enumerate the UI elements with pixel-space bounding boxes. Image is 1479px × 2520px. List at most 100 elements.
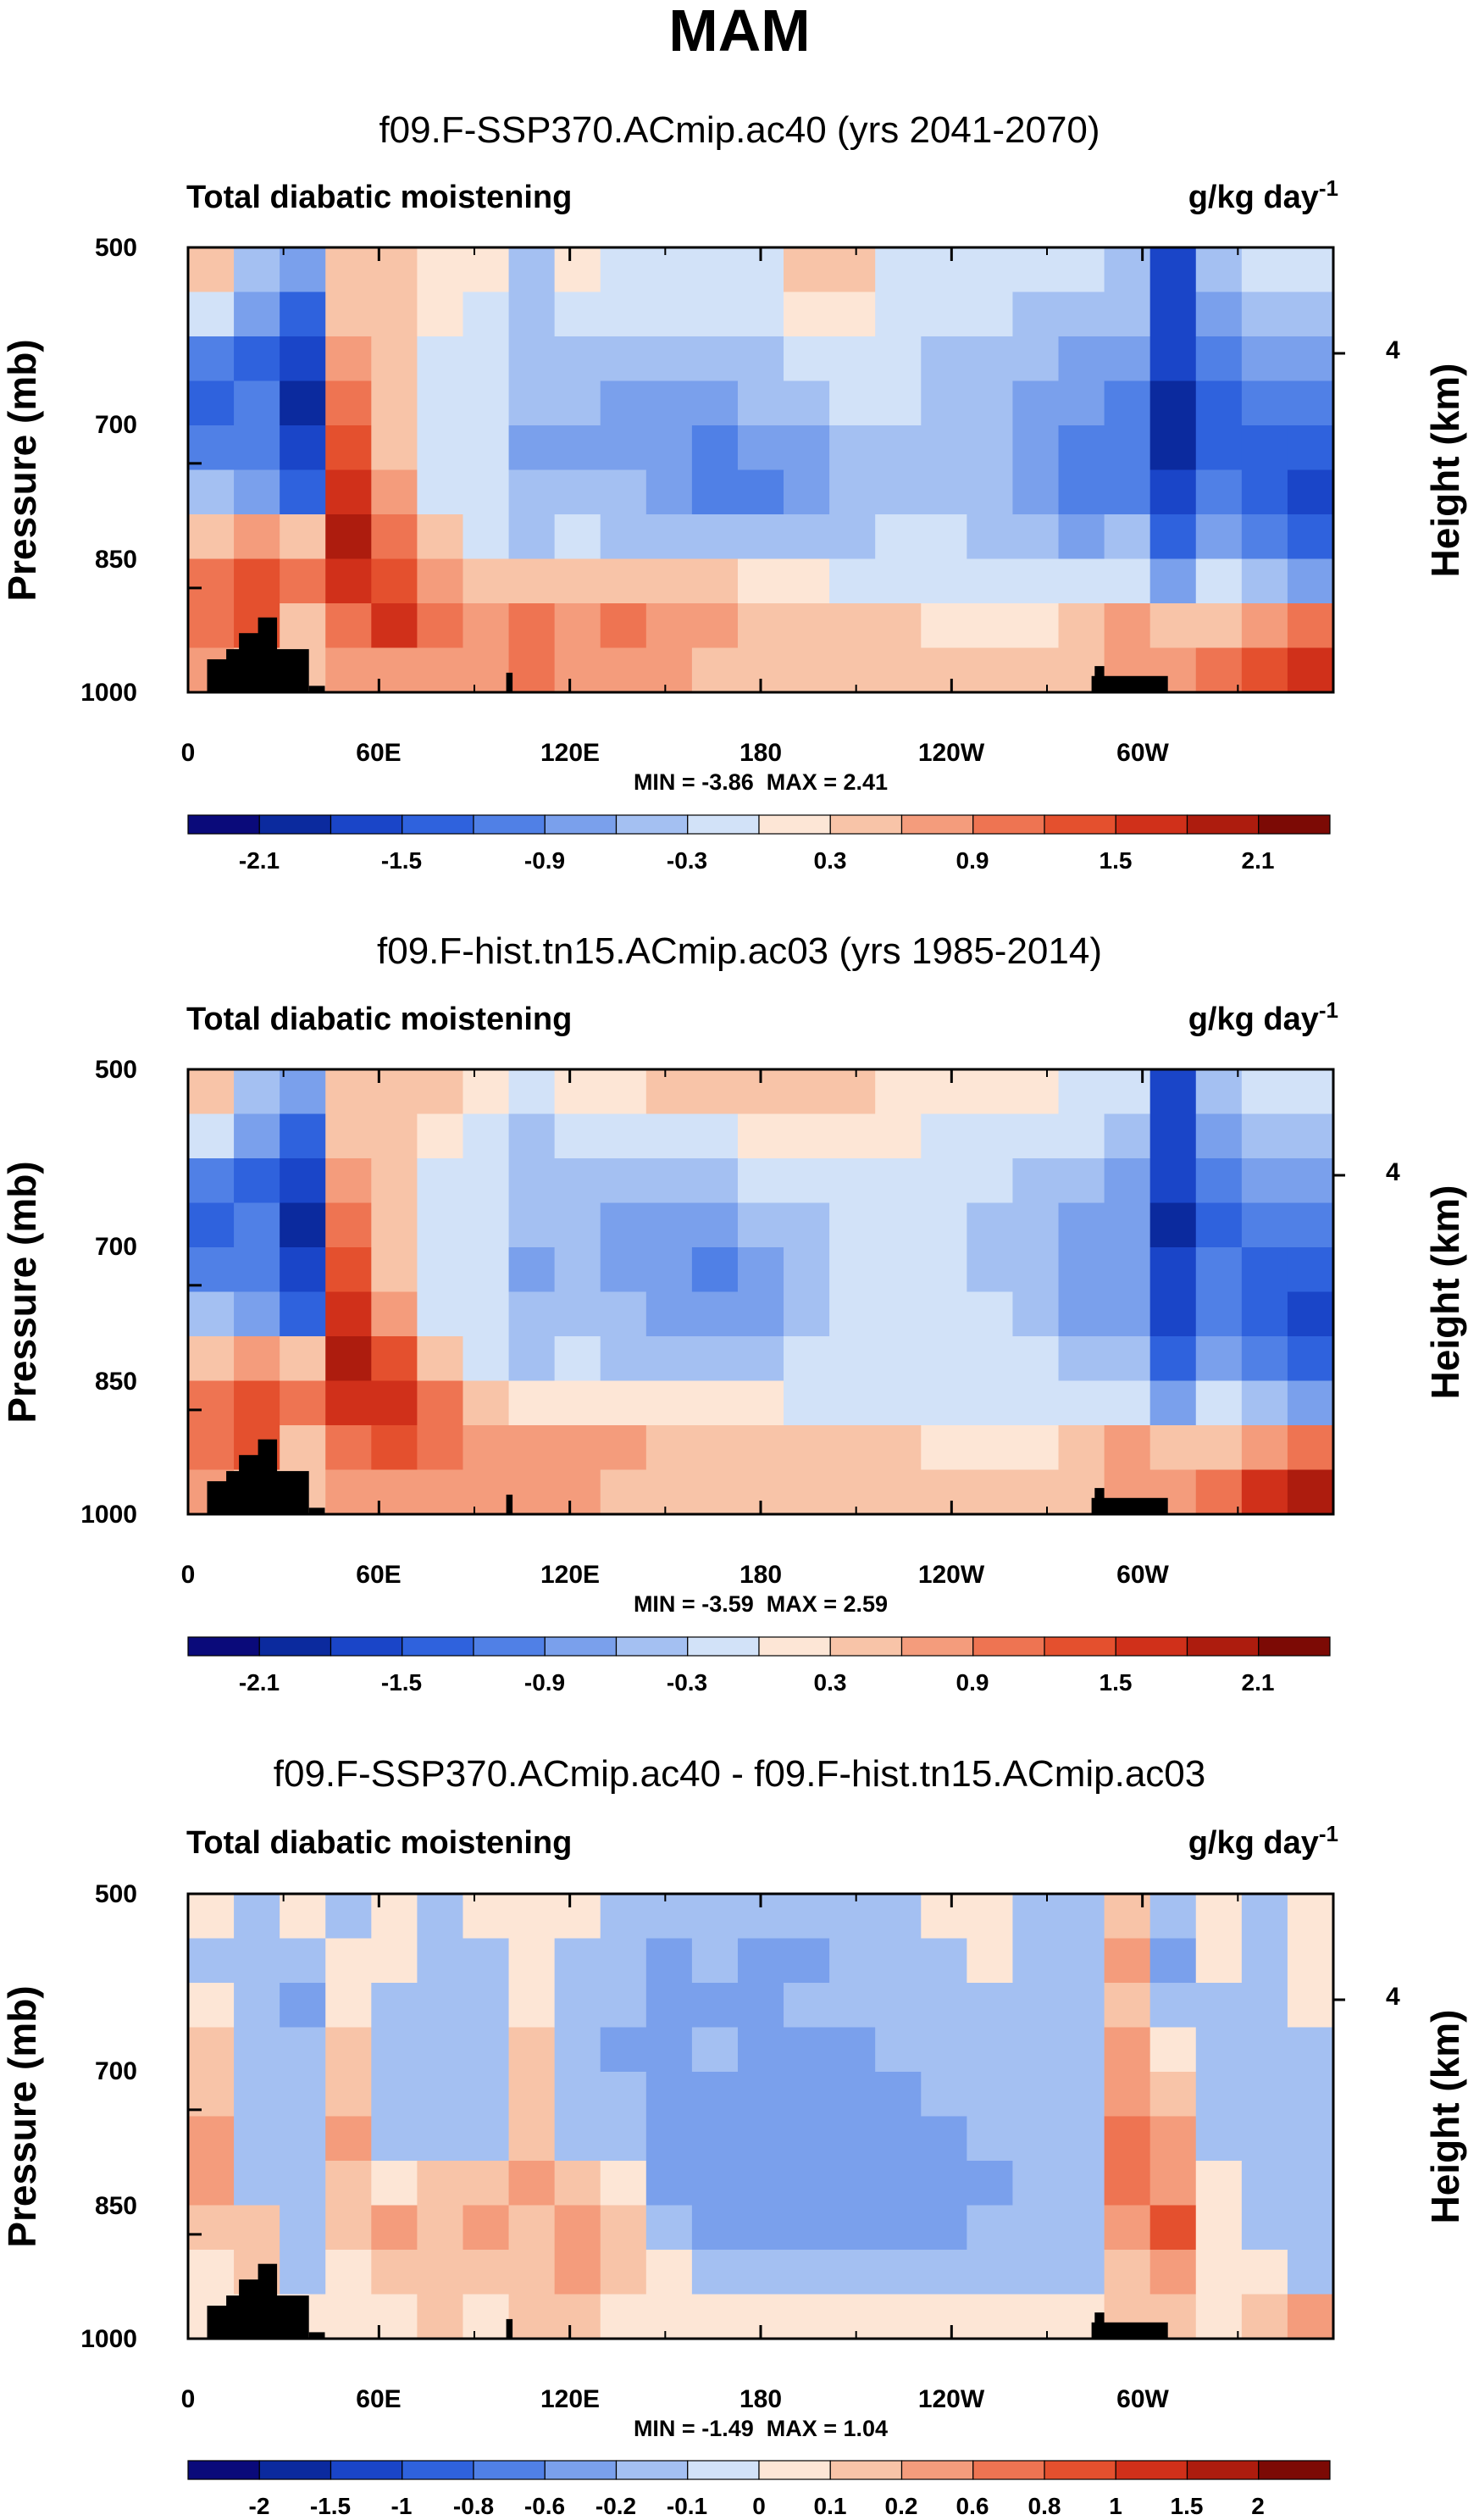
field-cell [554,469,601,515]
field-cell [829,2027,876,2073]
field-cell [1058,2205,1105,2251]
panel-1-x-ticks: 0 60E 120E 180 120W 60W [181,739,1170,767]
field-cell [463,2294,510,2340]
y-tick-label: 1000 [80,1501,137,1529]
field-cell [417,2072,464,2118]
field-cell [508,647,556,693]
field-cell [280,1069,326,1115]
field-cell [188,1938,235,1984]
field-cell [1058,1069,1105,1115]
field-cell [737,2250,784,2295]
panel-3-terrain [207,2263,1168,2339]
field-cell [600,2205,647,2251]
field-cell [234,336,280,382]
field-cell [508,469,556,515]
field-cell [234,1069,280,1115]
field-cell [234,1202,280,1248]
field-cell [325,291,372,337]
colorbar-box [187,1636,260,1657]
field-cell [234,1158,280,1204]
panel-3-field [188,1894,1334,2340]
field-cell [967,2027,1014,2073]
field-cell [463,1291,510,1337]
field-cell [875,514,922,560]
y-tick-label: 500 [95,1056,137,1084]
field-cell [371,2027,418,2073]
panel-3-y-axis-right-title: Height (km) [1423,2010,1467,2224]
colorbar-label: 2.1 [1242,1669,1275,1696]
field-cell [188,291,235,337]
field-cell [691,2205,739,2251]
field-cell [645,1158,693,1204]
field-cell [417,1202,464,1248]
field-cell [967,380,1014,426]
field-cell [417,558,464,604]
field-cell [967,1425,1014,1471]
field-cell [1287,1202,1334,1248]
field-cell [600,291,647,337]
field-cell [829,514,876,560]
field-cell [829,1291,876,1337]
field-cell [829,647,876,693]
field-cell [1241,1469,1288,1515]
field-cell [554,291,601,337]
field-cell [1195,2250,1243,2295]
panel-2-units: g/kg day-1 [1188,997,1338,1037]
field-cell [1104,1425,1151,1471]
field-cell [1195,1983,1243,2029]
field-cell [1241,1069,1288,1115]
field-cell [645,1894,693,1940]
field-cell [280,469,326,515]
y-tick-label: 700 [95,1233,137,1261]
field-cell [784,2116,830,2162]
x-tick-label: 0 [181,2385,196,2413]
field-cell [1104,1291,1151,1337]
field-cell [554,1202,601,1248]
field-cell [234,291,280,337]
field-cell [1012,2205,1060,2251]
field-cell [463,291,510,337]
field-cell [967,1247,1014,1293]
panel-2-stats: MIN = -3.59 MAX = 2.59 [634,1591,888,1617]
field-cell [967,514,1014,560]
field-cell [417,1938,464,1984]
colorbar-label: -0.9 [524,847,565,874]
field-cell [875,2072,922,2118]
field-cell [784,1247,830,1293]
field-cell [508,1380,556,1426]
field-cell [280,1247,326,1293]
field-cell [417,603,464,649]
field-cell [921,2161,967,2206]
field-cell [784,1069,830,1115]
field-cell [554,1069,601,1115]
colorbar-label: -2 [249,2493,270,2519]
field-cell [1195,2027,1243,2073]
field-cell [600,1113,647,1159]
panel-3-colorbar-labels: -2 -1.5 -1 -0.8 -0.6 -0.2 -0.1 0 0.1 0.2… [249,2493,1265,2519]
field-cell [371,2250,418,2295]
field-cell [1012,247,1060,293]
field-cell [691,1291,739,1337]
field-cell [1058,469,1105,515]
field-cell [645,1247,693,1293]
field-cell [875,2205,922,2251]
panel-1-colorbar: -2.1 -1.5 -0.9 -0.3 0.3 0.9 1.5 2.1 [187,814,1331,874]
field-cell [1012,2116,1060,2162]
field-cell [1058,1247,1105,1293]
field-cell [829,1202,876,1248]
field-cell [691,647,739,693]
field-cell [1195,1469,1243,1515]
field-cell [371,1983,418,2029]
field-cell [1149,1247,1197,1293]
field-cell [508,1291,556,1337]
field-cell [554,1894,601,1940]
field-cell [691,247,739,293]
field-cell [691,1894,739,1940]
field-cell [1287,2027,1334,2073]
field-cell [875,1069,922,1115]
field-cell [691,336,739,382]
field-cell [1012,2027,1060,2073]
field-cell [784,291,830,337]
field-cell [325,2250,372,2295]
field-cell [280,558,326,604]
